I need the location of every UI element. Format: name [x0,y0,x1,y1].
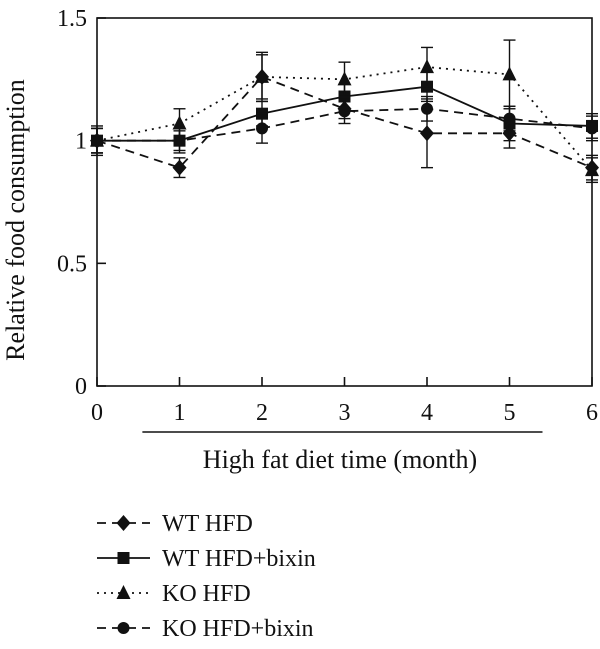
data-point [420,59,434,74]
data-point [91,134,103,147]
legend-label: KO HFD [162,581,251,607]
data-point [172,115,187,130]
y-axis-label: Relative food consumption [1,79,30,361]
x-tick-label-6: 6 [586,400,598,426]
legend-marker [117,552,130,564]
legend-marker [117,622,130,634]
legend-marker [116,585,131,599]
y-tick-label-3: 1.5 [57,6,87,32]
legend-label: WT HFD [162,511,253,537]
legend-label: KO HFD+bixin [162,616,314,642]
x-tick-label-2: 2 [256,400,268,426]
data-point [338,105,351,118]
y-tick-label-1: 0.5 [57,251,87,277]
legend-label: WT HFD+bixin [162,546,316,572]
legend-marker [116,515,131,531]
y-tick-label-0: 0 [75,374,87,400]
x-tick-label-4: 4 [421,400,433,426]
data-point [256,122,268,135]
data-point [173,134,186,147]
data-point [585,162,599,177]
legend-item-3: KO HFD+bixin [97,616,314,642]
data-point [502,66,517,81]
x-axis-label: High fat diet time (month) [203,445,477,474]
x-tick-label-5: 5 [504,400,516,426]
x-tick-label-3: 3 [339,400,351,426]
series-layer [90,39,599,184]
y-tick-label-2: 1 [75,129,87,155]
data-point [586,122,598,135]
legend-item-2: KO HFD [97,581,251,607]
data-point [421,102,433,115]
legend: WT HFD WT HFD+bixin KO HFD KO HFD+bixin [97,511,316,642]
data-point [503,112,516,125]
legend-item-0: WT HFD [97,511,253,537]
data-point [337,71,352,86]
data-point [255,68,269,83]
axes: 0 0.5 1 1.5 0 1 2 3 4 5 6 [57,6,598,433]
x-tick-label-0: 0 [91,400,103,426]
data-point [420,125,434,142]
x-tick-label-1: 1 [174,400,186,426]
series-3 [91,95,598,154]
legend-item-1: WT HFD+bixin [97,546,316,572]
data-point [172,159,187,176]
